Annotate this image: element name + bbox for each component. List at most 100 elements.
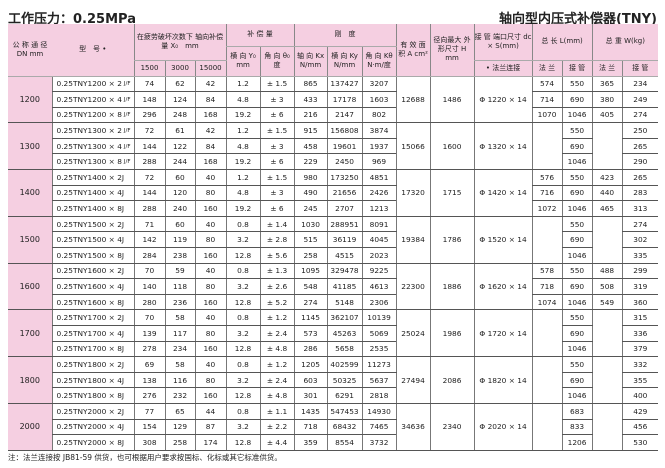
dn-cell: 2000 xyxy=(8,402,52,451)
lateral-y0-cell: 3.2 xyxy=(225,372,261,389)
ktheta-cell: 2023 xyxy=(361,247,397,264)
weight-flange-cell: 365 xyxy=(591,76,623,93)
h-cell: 1486 xyxy=(429,76,475,124)
table-row: 0.25TNY1300 × 8 J/F 288 244 168 19.2 ± 6 229 245… xyxy=(8,153,659,171)
table-row: 1800 0.25TNY1800 × 2J 69 58 40 0.8 ± 1.2 1205 40… xyxy=(8,356,659,404)
x0-1500-cell: 142 xyxy=(133,231,165,249)
length-flange-cell: 578 xyxy=(531,262,563,280)
footnote: 注：法兰连接按 JB81-59 供货，也可根据用户要求按国标、化标或其它标准供货… xyxy=(8,453,282,462)
ktheta-cell: 1937 xyxy=(361,138,397,155)
x0-3000-cell: 60 xyxy=(164,169,195,186)
x0-15000-cell: 40 xyxy=(194,262,227,280)
x0-3000-cell: 258 xyxy=(164,434,195,451)
x0-1500-cell: 69 xyxy=(133,356,165,373)
kx-cell: 359 xyxy=(293,434,328,451)
model-label: 0.25TNY2000 × 4J xyxy=(56,422,125,432)
model-label: 0.25TNY1800 × 2J xyxy=(56,359,125,369)
ktheta-cell: 3732 xyxy=(361,434,397,451)
kx-cell: 1145 xyxy=(293,309,328,326)
x0-1500-cell: 276 xyxy=(133,387,165,404)
working-pressure-title: 工作压力：0.25MPa xyxy=(8,12,136,27)
length-flange-cell xyxy=(531,419,563,435)
length-weld-cell: 550 xyxy=(561,76,593,93)
header-length: 总 长 L(mm) xyxy=(531,24,593,61)
ky-cell: 2147 xyxy=(326,107,363,124)
model-cell: 0.25TNY1700 × 4J xyxy=(51,325,134,342)
angular-theta0-cell: ± 2.6 xyxy=(259,278,295,295)
x0-3000-cell: 116 xyxy=(164,372,195,389)
lateral-y0-cell: 3.2 xyxy=(225,325,261,342)
weight-flange-cell: 488 xyxy=(591,262,623,280)
lateral-y0-cell: 1.2 xyxy=(225,122,261,139)
kx-cell: 490 xyxy=(293,185,328,202)
weight-flange-cell xyxy=(591,341,623,358)
model-cell: 0.25TNY1400 × 4J xyxy=(51,185,134,202)
ktheta-cell: 2426 xyxy=(361,185,397,202)
kx-cell: 915 xyxy=(293,122,328,139)
weight-weld-cell: 313 xyxy=(621,200,659,217)
kx-cell: 865 xyxy=(293,76,328,93)
weight-flange-cell: 440 xyxy=(591,185,623,202)
table-row: 1400 0.25TNY1400 × 2J 72 60 40 1.2 ± 1.5 980 173… xyxy=(8,169,659,217)
ktheta-cell: 2535 xyxy=(361,341,397,358)
header-ky: 横 向 Ky N/mm xyxy=(326,46,363,77)
x0-15000-cell: 160 xyxy=(194,341,227,358)
kx-cell: 573 xyxy=(293,325,328,342)
header-weight-flange: 法 兰 xyxy=(591,60,623,77)
area-cell: 27494 xyxy=(395,356,431,404)
kx-cell: 433 xyxy=(293,91,328,108)
angular-theta0-cell: ± 4.8 xyxy=(259,341,295,358)
header-kx: 轴 向 Kx N/mm xyxy=(293,46,328,77)
model-label: 0.25TNY2000 × 2J xyxy=(56,406,125,416)
model-cell: 0.25TNY1600 × 4J xyxy=(51,278,134,295)
length-flange-cell xyxy=(531,122,563,139)
length-weld-cell: 1046 xyxy=(561,200,593,217)
x0-15000-cell: 160 xyxy=(194,294,227,311)
length-weld-cell: 690 xyxy=(561,231,593,249)
model-cell: 0.25TNY1300 × 8 J/F xyxy=(51,153,134,171)
h-cell: 1886 xyxy=(429,262,475,311)
weight-weld-cell: 249 xyxy=(621,91,659,108)
area-cell: 22300 xyxy=(395,262,431,311)
x0-3000-cell: 129 xyxy=(164,419,195,436)
length-flange-cell: 714 xyxy=(531,91,563,108)
dn-cell: 1600 xyxy=(8,262,52,311)
header-weight-weld: 接 管 xyxy=(621,60,659,77)
model-label: 0.25TNY1300 × 4 xyxy=(56,141,122,151)
model-label: 0.25TNY1200 × 2 xyxy=(56,79,122,89)
x0-1500-cell: 308 xyxy=(133,434,165,451)
weight-flange-cell xyxy=(591,122,623,139)
ky-cell: 41185 xyxy=(326,278,363,295)
weight-flange-cell: 405 xyxy=(591,107,623,124)
table-row: 0.25TNY1700 × 4J 139 117 80 3.2 ± 2.4 573 45263… xyxy=(8,325,659,342)
weight-weld-cell: 530 xyxy=(621,434,659,451)
angular-theta0-cell: ± 2.8 xyxy=(259,231,295,249)
x0-15000-cell: 40 xyxy=(194,309,227,326)
weight-weld-cell: 274 xyxy=(621,107,659,124)
x0-3000-cell: 118 xyxy=(164,278,195,295)
x0-3000-cell: 248 xyxy=(164,107,195,124)
x0-3000-cell: 240 xyxy=(164,200,195,217)
model-cell: 0.25TNY2000 × 4J xyxy=(51,419,134,436)
area-cell: 15066 xyxy=(395,122,431,171)
dn-cell: 1500 xyxy=(8,215,52,264)
header-length-flange: 法 兰 xyxy=(531,60,563,77)
header-lateral: 横 向 Y₀ mm xyxy=(225,46,261,77)
lateral-y0-cell: 0.8 xyxy=(225,309,261,326)
table-row: 0.25TNY1400 × 4J 144 120 80 4.8 ± 3 490 21656 24… xyxy=(8,185,659,202)
ky-cell: 68432 xyxy=(326,419,363,436)
x0-15000-cell: 174 xyxy=(194,434,227,451)
angular-theta0-cell: ± 1.3 xyxy=(259,262,295,280)
pipe-size-cell: Φ 1220 × 14 xyxy=(473,76,533,124)
kx-cell: 258 xyxy=(293,247,328,264)
x0-3000-cell: 232 xyxy=(164,387,195,404)
x0-15000-cell: 168 xyxy=(194,107,227,124)
table-row: 0.25TNY2000 × 4J 154 129 87 3.2 ± 2.2 718 68432… xyxy=(8,419,659,436)
kx-cell: 980 xyxy=(293,169,328,186)
length-weld-cell: 690 xyxy=(561,138,593,155)
length-weld-cell: 833 xyxy=(561,419,593,436)
model-label: 0.25TNY1700 × 4J xyxy=(56,328,125,338)
length-weld-cell: 690 xyxy=(561,372,593,389)
ktheta-cell: 5637 xyxy=(361,372,397,389)
header-length-weld: 接 管 xyxy=(561,60,593,77)
